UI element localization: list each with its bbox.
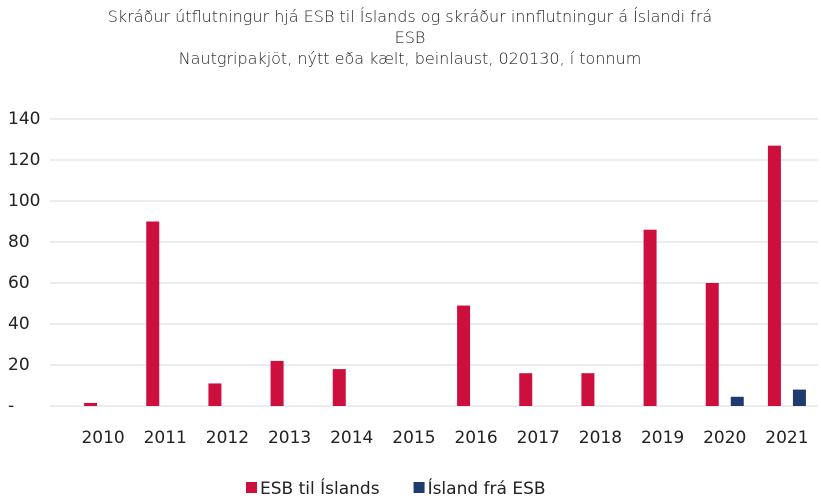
- y-tick-label: 80: [8, 232, 30, 252]
- y-tick-label: 40: [8, 314, 30, 334]
- legend-label: ESB til Íslands: [260, 477, 380, 499]
- bar: [519, 373, 533, 406]
- x-tick-label: 2021: [765, 428, 808, 448]
- bar: [208, 383, 222, 406]
- y-tick-label: 20: [8, 355, 30, 375]
- bar: [792, 389, 806, 406]
- x-tick-label: 2017: [517, 428, 560, 448]
- bar: [767, 145, 781, 406]
- bar: [84, 402, 98, 406]
- legend-swatch: [413, 482, 425, 493]
- x-tick-label: 2013: [268, 428, 311, 448]
- y-tick-label: 140: [8, 109, 40, 129]
- x-tick-label: 2010: [81, 428, 124, 448]
- legend-label: Ísland frá ESB: [428, 477, 546, 499]
- header: Skráður útflutningur hjá ESB til Íslands…: [60, 6, 760, 69]
- y-tick-label: -: [8, 396, 14, 416]
- x-tick-label: 2019: [641, 428, 684, 448]
- x-tick-label: 2020: [703, 428, 746, 448]
- bar: [730, 396, 744, 406]
- x-tick-label: 2012: [206, 428, 249, 448]
- y-tick-label: 120: [8, 150, 40, 170]
- bar: [643, 229, 657, 406]
- x-tick-label: 2018: [579, 428, 622, 448]
- x-tick-label: 2014: [330, 428, 373, 448]
- bar: [581, 373, 595, 406]
- x-tick-label: 2016: [454, 428, 497, 448]
- x-tick-label: 2015: [392, 428, 435, 448]
- x-tick-label: 2011: [144, 428, 187, 448]
- y-tick-label: 100: [8, 191, 40, 211]
- bar: [705, 283, 719, 406]
- bar: [457, 305, 471, 406]
- legend-swatch: [246, 482, 257, 493]
- y-tick-label: 60: [8, 273, 30, 293]
- chart-subtitle: Nautgripakjöt, nýtt eða kælt, beinlaust,…: [178, 49, 642, 68]
- bar: [270, 360, 284, 406]
- chart-title: Skráður útflutningur hjá ESB til Íslands…: [107, 7, 713, 47]
- bar: [332, 369, 346, 406]
- bar: [146, 221, 160, 406]
